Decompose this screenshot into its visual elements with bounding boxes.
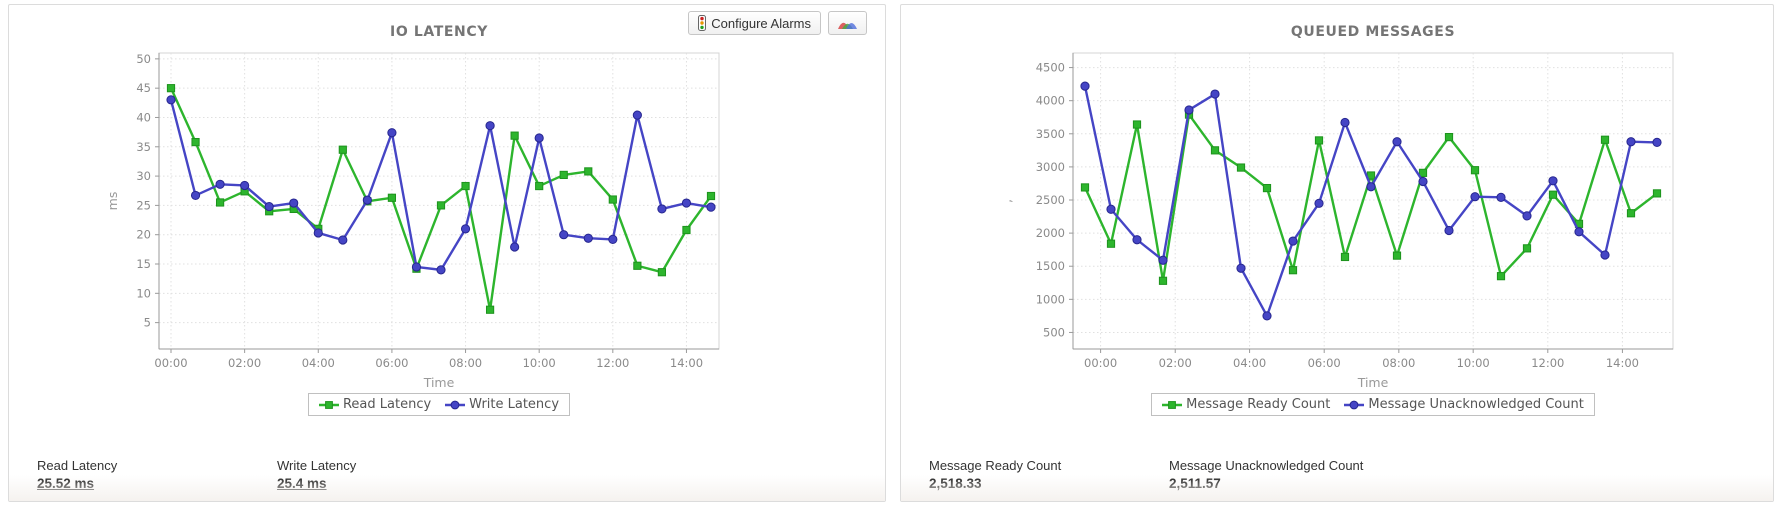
stat-read-latency: Read Latency 25.52 ms xyxy=(37,457,277,493)
queued-messages-chart: QUEUED MESSAGES 500 1000 1500 2000 2500 3000 35… xyxy=(999,24,1674,390)
svg-text:ms: ms xyxy=(105,192,120,211)
stat-label: Message Ready Count xyxy=(929,458,1062,473)
io-latency-chart: IO LATENCY 5 10 15 20 25 30 35 40 45 50 00:00 02:00 0… xyxy=(105,24,720,390)
svg-text:02:00: 02:00 xyxy=(1159,356,1192,370)
svg-text:4000: 4000 xyxy=(1036,94,1065,108)
stat-message-unacknowledged-count: Message Unacknowledged Count 2,511.57 xyxy=(1169,457,1409,493)
svg-text:1000: 1000 xyxy=(1036,292,1065,306)
svg-text:30: 30 xyxy=(136,169,151,183)
stat-value: 2,511.57 xyxy=(1169,476,1221,491)
stat-label: Read Latency xyxy=(37,458,118,473)
legend-box: Read Latency Write Latency xyxy=(307,393,571,416)
io-latency-panel: Configure Alarms IO LATENCY 5 10 15 20 25 30 35… xyxy=(8,4,886,502)
legend-label: Write Latency xyxy=(469,397,560,412)
svg-text:15: 15 xyxy=(136,257,151,271)
legend-item-message-unacknowledged-count: Message Unacknowledged Count xyxy=(1344,397,1584,412)
blue-circle-marker-icon xyxy=(445,400,466,409)
configure-alarms-button[interactable]: Configure Alarms xyxy=(688,11,821,35)
io-latency-toolbar: Configure Alarms xyxy=(688,11,867,35)
legend-label: Read Latency xyxy=(342,397,432,412)
stat-value[interactable]: 25.52 ms xyxy=(37,476,95,491)
green-square-marker-icon xyxy=(318,400,339,409)
svg-text:500: 500 xyxy=(1043,325,1065,339)
svg-text:Time: Time xyxy=(423,375,455,390)
svg-text:02:00: 02:00 xyxy=(228,356,261,370)
svg-text:50: 50 xyxy=(136,52,151,66)
stat-message-ready-count: Message Ready Count 2,518.33 xyxy=(929,457,1169,493)
svg-text:12:00: 12:00 xyxy=(1531,356,1564,370)
svg-text:25: 25 xyxy=(136,198,151,212)
svg-text:10: 10 xyxy=(136,286,151,300)
blue-circle-marker-icon xyxy=(1344,400,1365,409)
svg-text:00:00: 00:00 xyxy=(1084,356,1117,370)
queued-messages-panel: QUEUED MESSAGES 500 1000 1500 2000 2500 3000 35… xyxy=(900,4,1774,502)
legend-item-message-ready-count: Message Ready Count xyxy=(1162,397,1330,412)
green-square-marker-icon xyxy=(1162,400,1183,409)
stat-value: 2,518.33 xyxy=(929,476,982,491)
io-latency-legend: Read Latency Write Latency xyxy=(159,393,719,416)
svg-text:4500: 4500 xyxy=(1036,61,1065,75)
chart-view-button[interactable] xyxy=(828,11,867,35)
svg-text:1500: 1500 xyxy=(1036,259,1065,273)
stat-write-latency: Write Latency 25.4 ms xyxy=(277,457,517,493)
svg-text:3000: 3000 xyxy=(1036,160,1065,174)
legend-box: Message Ready Count Message Unacknowledge… xyxy=(1151,393,1595,416)
svg-text:12:00: 12:00 xyxy=(596,356,629,370)
svg-text:40: 40 xyxy=(136,110,151,124)
svg-text:04:00: 04:00 xyxy=(302,356,335,370)
traffic-light-icon xyxy=(698,15,707,31)
svg-text:3500: 3500 xyxy=(1036,127,1065,141)
svg-text:04:00: 04:00 xyxy=(1233,356,1266,370)
stat-label: Message Unacknowledged Count xyxy=(1169,458,1364,473)
line-chart-icon xyxy=(837,16,858,30)
io-latency-stats: Read Latency 25.52 ms Write Latency 25.4 ms xyxy=(37,457,517,493)
svg-text:06:00: 06:00 xyxy=(1308,356,1341,370)
svg-text:00:00: 00:00 xyxy=(154,356,187,370)
stat-value[interactable]: 25.4 ms xyxy=(277,476,327,491)
svg-text:14:00: 14:00 xyxy=(1606,356,1639,370)
stat-label: Write Latency xyxy=(277,458,357,473)
svg-text:Time: Time xyxy=(1357,375,1389,390)
svg-text:10:00: 10:00 xyxy=(523,356,556,370)
svg-text:08:00: 08:00 xyxy=(449,356,482,370)
legend-label: Message Unacknowledged Count xyxy=(1368,397,1584,412)
svg-text:20: 20 xyxy=(136,228,151,242)
queued-messages-stats: Message Ready Count 2,518.33 Message Unack… xyxy=(929,457,1409,493)
svg-text:5: 5 xyxy=(144,316,151,330)
svg-text:45: 45 xyxy=(136,81,151,95)
svg-text:IO LATENCY: IO LATENCY xyxy=(390,24,488,40)
svg-text:10:00: 10:00 xyxy=(1457,356,1490,370)
legend-item-read-latency: Read Latency xyxy=(318,397,432,412)
svg-text:2000: 2000 xyxy=(1036,226,1065,240)
configure-alarms-label: Configure Alarms xyxy=(711,15,811,31)
queued-messages-legend: Message Ready Count Message Unacknowledge… xyxy=(1073,393,1673,416)
svg-text:06:00: 06:00 xyxy=(375,356,408,370)
legend-item-write-latency: Write Latency xyxy=(445,397,559,412)
svg-text:35: 35 xyxy=(136,140,151,154)
svg-text:QUEUED MESSAGES: QUEUED MESSAGES xyxy=(1291,24,1455,40)
svg-text:14:00: 14:00 xyxy=(670,356,703,370)
svg-text:,: , xyxy=(999,199,1014,203)
svg-text:2500: 2500 xyxy=(1036,193,1065,207)
legend-label: Message Ready Count xyxy=(1186,397,1331,412)
svg-text:08:00: 08:00 xyxy=(1382,356,1415,370)
